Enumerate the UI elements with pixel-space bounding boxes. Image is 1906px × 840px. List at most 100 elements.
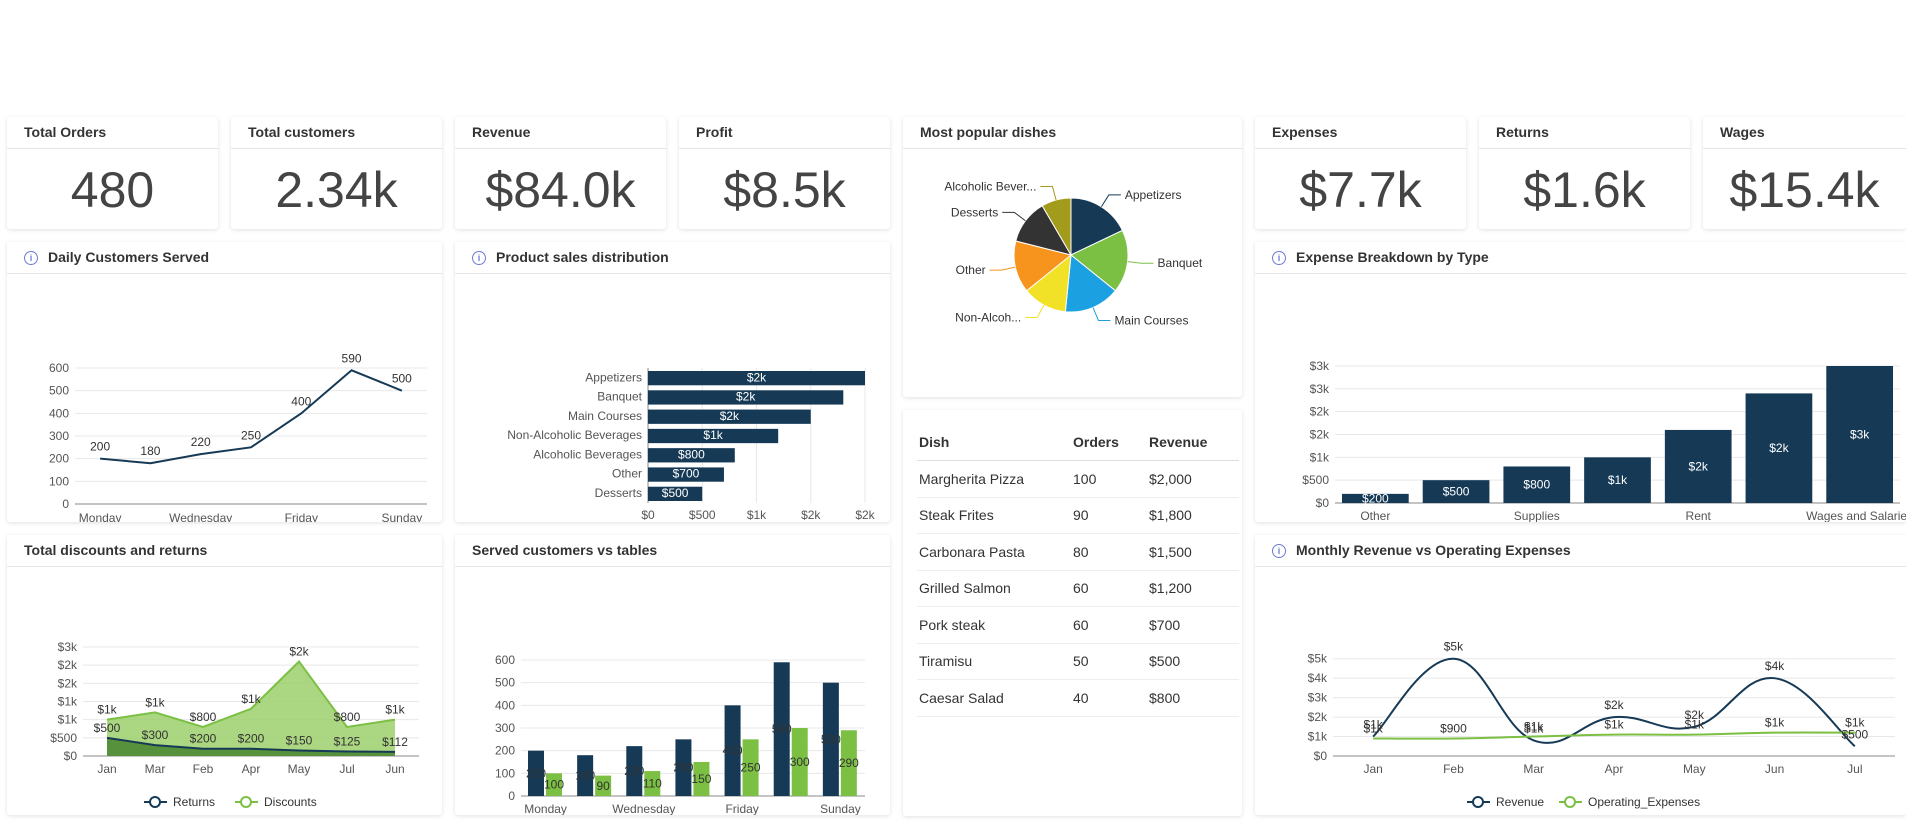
data-label: $1k: [1685, 718, 1705, 732]
x-tick-label: Mar: [1523, 762, 1544, 776]
data-label: $1k: [1845, 716, 1865, 730]
bar: [1745, 393, 1813, 503]
data-label: 290: [839, 756, 859, 770]
x-tick-label: Other: [1360, 509, 1390, 522]
y-tick-label: $2k: [58, 658, 78, 672]
legend-returns-marker: [149, 796, 161, 808]
data-label: $1k: [1604, 718, 1624, 732]
kpi-total-customers: Total customers 2.34k: [231, 117, 442, 229]
data-label: $1k: [703, 428, 723, 442]
popular-dishes-card: Most popular dishes Appetizers Banquet Mai…: [903, 117, 1242, 397]
kpi-title: Wages: [1703, 117, 1906, 149]
info-icon[interactable]: i: [1272, 544, 1286, 558]
data-label: $200: [1362, 491, 1389, 505]
expense-breakdown-chart: $0 $500 $1k $2k $2k $3k $3k $200 $500 $800 $1k $2k $…: [1302, 359, 1906, 522]
column-header-orders[interactable]: Orders: [1073, 424, 1149, 461]
info-icon[interactable]: i: [472, 251, 486, 265]
y-tick-label: $2k: [58, 676, 78, 690]
pie-leader-line: [989, 266, 1016, 271]
data-label: 590: [342, 351, 362, 365]
data-label: 180: [140, 444, 160, 458]
served-customers-card: Served customers vs tables 0 100 200 300 400…: [455, 535, 890, 815]
data-label: $1k: [1765, 716, 1785, 730]
info-icon[interactable]: i: [24, 251, 38, 265]
y-tick-label: 0: [62, 497, 69, 511]
y-tick-label: $0: [64, 749, 78, 763]
expense-breakdown-card: i Expense Breakdown by Type $0 $500 $1k $2k $…: [1255, 242, 1906, 522]
x-tick-label: Apr: [242, 762, 261, 776]
kpi-value: $84.0k: [485, 162, 636, 218]
data-label: $2k: [736, 390, 756, 404]
data-label: $150: [286, 734, 313, 748]
info-icon[interactable]: i: [1272, 251, 1286, 265]
category-label: Other: [612, 467, 642, 481]
daily-customers-card: i Daily Customers Served 0 100 200 300 400 500…: [7, 242, 442, 522]
x-tick-label: Wednesday: [169, 511, 232, 522]
x-tick-label: Sunday: [382, 511, 423, 522]
x-tick-label: Feb: [193, 762, 214, 776]
operating-expenses-line: [1373, 731, 1855, 740]
cell-dish: Caesar Salad: [917, 679, 1073, 717]
kpi-expenses: Expenses $7.7k: [1255, 117, 1466, 229]
data-label: $1k: [1608, 473, 1628, 487]
bar: [546, 773, 562, 796]
y-tick-label: $500: [1302, 473, 1329, 487]
x-tick-label: Sunday: [820, 802, 861, 815]
discounts-returns-card: Total discounts and returns $0 $500 $1k $1k…: [7, 535, 442, 815]
data-label: 110: [643, 777, 662, 791]
y-tick-label: $0: [1316, 496, 1330, 510]
pie-slice: [1013, 240, 1073, 292]
y-tick-label: 600: [49, 361, 69, 375]
y-tick-label: $500: [50, 731, 77, 745]
column-header-revenue[interactable]: Revenue: [1149, 424, 1239, 461]
cell-revenue: $500: [1149, 643, 1239, 680]
x-tick-label: Jun: [1765, 762, 1784, 776]
table-row: Tiramisu 50 $500: [917, 643, 1239, 680]
legend-revenue-marker: [1472, 796, 1484, 808]
pie-leader-line: [1100, 194, 1121, 208]
x-tick-label: Jan: [97, 762, 116, 776]
pie-leader-line: [1040, 185, 1057, 201]
bar: [644, 771, 661, 796]
x-tick-label: Wages and Salaries: [1806, 509, 1906, 522]
x-tick-label: Jan: [1363, 762, 1382, 776]
cell-orders: 100: [1073, 460, 1149, 498]
card-title: Monthly Revenue vs Operating Expenses: [1296, 542, 1571, 558]
bar: [595, 775, 612, 796]
x-tick-label: $2k: [801, 508, 821, 522]
data-label: 250: [741, 761, 761, 775]
legend-label: Returns: [173, 795, 215, 809]
data-label: 590: [772, 722, 792, 736]
pie-slice: [1064, 254, 1117, 313]
column-header-dish[interactable]: Dish: [917, 424, 1073, 461]
cell-dish: Grilled Salmon: [917, 570, 1073, 607]
data-label: $5k: [1444, 640, 1464, 654]
pie-label: Banquet: [1158, 256, 1203, 270]
data-label: 400: [723, 744, 743, 758]
bar: [626, 746, 643, 796]
kpi-title: Returns: [1479, 117, 1690, 149]
table-header-row: Dish Orders Revenue: [917, 424, 1239, 461]
x-tick-label: Wednesday: [612, 802, 675, 815]
data-label: $800: [678, 447, 705, 461]
bar: [648, 371, 865, 386]
pie-label: Other: [956, 263, 986, 277]
data-label: 180: [575, 769, 595, 783]
cell-revenue: $1,200: [1149, 570, 1239, 607]
discounts-returns-chart: $0 $500 $1k $1k $2k $2k $3k $1k $1k $800 $1k $2k $80…: [50, 640, 419, 809]
cell-orders: 40: [1073, 679, 1149, 717]
data-label: 100: [544, 778, 564, 792]
bar: [791, 728, 808, 796]
data-label: $200: [238, 732, 265, 746]
legend-label: Discounts: [264, 795, 317, 809]
x-tick-label: Apr: [1605, 762, 1624, 776]
pie-label: Non-Alcoh...: [955, 310, 1021, 324]
pie-label: Desserts: [951, 205, 998, 219]
table-row: Grilled Salmon 60 $1,200: [917, 570, 1239, 607]
pie-leader-line: [1127, 261, 1154, 264]
data-label: $125: [334, 734, 361, 748]
bar: [648, 486, 703, 501]
kpi-title: Revenue: [455, 117, 666, 149]
discounts-line: [106, 660, 396, 729]
y-tick-label: $5k: [1308, 652, 1328, 666]
